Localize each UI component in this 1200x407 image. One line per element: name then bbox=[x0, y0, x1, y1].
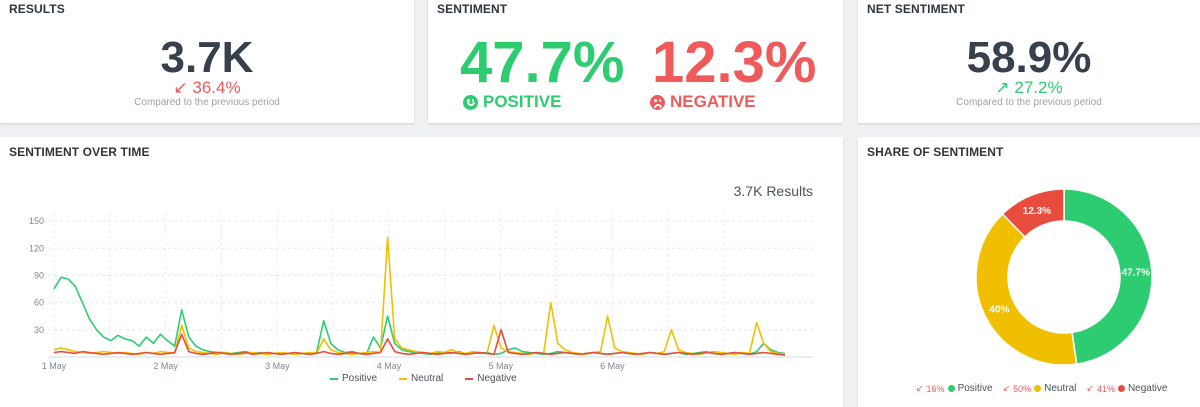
share-legend-item-negative[interactable]: ↙ 41% Negative bbox=[1086, 383, 1167, 394]
net-sentiment-title: NET SENTIMENT bbox=[867, 2, 965, 16]
share-legend-delta: 41% bbox=[1096, 383, 1115, 394]
share-legend-label: Positive bbox=[957, 383, 993, 394]
x-tick-label: 1 May bbox=[42, 361, 67, 371]
net-sentiment-delta-row: ↗ 27.2% bbox=[858, 78, 1200, 98]
y-tick-label: 150 bbox=[29, 216, 44, 226]
share-legend-label: Negative bbox=[1127, 383, 1168, 394]
share-of-sentiment-title: SHARE OF SENTIMENT bbox=[867, 145, 1004, 159]
sentiment-title: SENTIMENT bbox=[437, 2, 508, 16]
donut-slice-negative[interactable] bbox=[1001, 188, 1065, 238]
share-of-sentiment-card: SHARE OF SENTIMENT 47.7% 40% 12.3% ↙ 16% P… bbox=[858, 137, 1200, 407]
line-chart-legend: Positive Neutral Negative bbox=[330, 373, 517, 384]
arrow-down-left-icon: ↙ bbox=[916, 383, 924, 393]
legend-label: Negative bbox=[477, 373, 517, 384]
sentiment-over-time-title: SENTIMENT OVER TIME bbox=[9, 145, 150, 159]
donut-slice-label: 12.3% bbox=[1023, 206, 1051, 217]
legend-item-positive[interactable]: Positive bbox=[330, 373, 377, 384]
results-value: 3.7K bbox=[160, 33, 254, 82]
x-tick-label: 4 May bbox=[377, 361, 402, 371]
sentiment-line-chart[interactable]: 30 60 90 120 150 1 May 2 May 3 May 4 May 5 May 6 M… bbox=[0, 137, 843, 377]
legend-label: Neutral bbox=[411, 373, 444, 384]
legend-label: Positive bbox=[342, 373, 378, 384]
negative-label: NEGATIVE bbox=[670, 92, 756, 111]
arrow-up-right-icon: ↗ bbox=[995, 78, 1010, 97]
results-delta: 36.4% bbox=[192, 78, 241, 97]
frown-icon bbox=[650, 94, 665, 110]
donut-slice-positive[interactable] bbox=[1063, 188, 1153, 365]
arrow-down-left-icon: ↙ bbox=[173, 78, 188, 97]
share-legend: ↙ 16% Positive ↙ 50% Neutral ↙ 41% Negat… bbox=[916, 383, 1167, 394]
net-sentiment-compare-text: Compared to the previous period bbox=[956, 97, 1102, 108]
y-tick-label: 60 bbox=[34, 298, 44, 308]
results-compare-text: Compared to the previous period bbox=[134, 97, 280, 108]
arrow-down-left-icon: ↙ bbox=[1086, 383, 1094, 393]
sentiment-card: SENTIMENT 47.7% POSITIVE 12.3% NEGATIVE bbox=[428, 0, 843, 123]
donut-slice-label: 47.7% bbox=[1122, 267, 1150, 278]
x-tick-label: 6 May bbox=[600, 361, 625, 371]
positive-percent: 47.7% bbox=[460, 30, 625, 95]
y-tick-label: 90 bbox=[34, 270, 44, 280]
series-line-negative[interactable] bbox=[53, 329, 786, 356]
results-count-text: 3.7K Results bbox=[733, 183, 813, 199]
share-legend-label: Neutral bbox=[1044, 383, 1077, 394]
x-tick-label: 3 May bbox=[265, 361, 290, 371]
legend-item-negative[interactable]: Negative bbox=[465, 373, 517, 384]
y-tick-label: 120 bbox=[29, 243, 44, 253]
negative-percent: 12.3% bbox=[652, 30, 817, 95]
share-legend-item-positive[interactable]: ↙ 16% Positive bbox=[916, 383, 993, 394]
share-legend-item-neutral[interactable]: ↙ 50% Neutral bbox=[1003, 383, 1077, 394]
results-delta-row: ↙ 36.4% bbox=[0, 78, 414, 98]
net-sentiment-card: NET SENTIMENT 58.9% ↗ 27.2% Compared to … bbox=[858, 0, 1200, 123]
sentiment-over-time-card: SENTIMENT OVER TIME 3.7K Results 30 60 90 1… bbox=[0, 137, 843, 407]
negative-row: NEGATIVE bbox=[650, 92, 756, 112]
legend-item-neutral[interactable]: Neutral bbox=[399, 373, 443, 384]
positive-row: POSITIVE bbox=[463, 92, 561, 112]
positive-label: POSITIVE bbox=[483, 92, 562, 111]
smiley-icon bbox=[463, 94, 478, 110]
sentiment-donut-chart[interactable]: 47.7% 40% 12.3% bbox=[858, 137, 1200, 377]
x-tick-label: 5 May bbox=[488, 361, 513, 371]
results-title: RESULTS bbox=[9, 2, 65, 16]
x-tick-label: 2 May bbox=[153, 361, 178, 371]
results-card: RESULTS 3.7K ↙ 36.4% Compared to the pre… bbox=[0, 0, 414, 123]
share-legend-delta: 50% bbox=[1013, 383, 1032, 394]
arrow-down-left-icon: ↙ bbox=[1002, 383, 1011, 393]
share-legend-delta: 16% bbox=[926, 383, 945, 394]
y-tick-label: 30 bbox=[34, 325, 44, 335]
net-sentiment-delta: 27.2% bbox=[1014, 78, 1063, 97]
donut-slice-neutral[interactable] bbox=[975, 212, 1078, 366]
donut-slice-label: 40% bbox=[989, 304, 1009, 315]
net-sentiment-value: 58.9% bbox=[966, 33, 1092, 82]
